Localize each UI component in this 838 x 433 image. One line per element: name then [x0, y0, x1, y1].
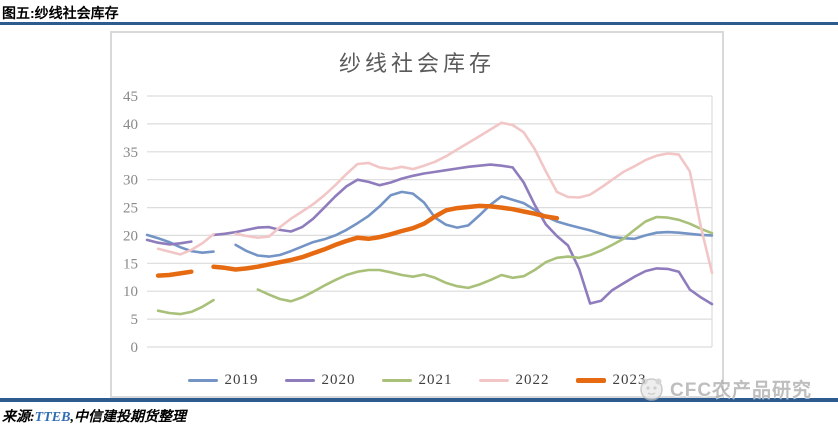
series-line-2022 [156, 121, 714, 275]
series-line-2020 [145, 163, 714, 306]
chart-title: 纱线社会库存 [338, 51, 495, 76]
legend-item-2023: 2023 [575, 372, 647, 389]
series-line-2019 [145, 190, 714, 258]
chart-legend: 2019 2020 2021 2022 2023 [112, 372, 722, 389]
y-tick-label: 0 [131, 340, 139, 356]
y-tick-label: 30 [123, 173, 138, 189]
legend-item-2022: 2022 [478, 372, 550, 389]
legend-line-sample [284, 379, 315, 382]
legend-label: 2020 [321, 372, 356, 388]
watermark-text: CFC农产品研究 [670, 380, 813, 401]
legend-label: 2019 [224, 372, 259, 388]
source-suffix: ,中信建投期货整理 [70, 410, 186, 425]
y-tick-label: 15 [123, 256, 138, 272]
legend-line-sample [381, 379, 412, 382]
series-line-2023 [155, 203, 560, 278]
legend-item-2021: 2021 [381, 372, 453, 389]
series-line-2021 [156, 215, 714, 316]
y-tick-label: 20 [123, 228, 138, 244]
y-tick-label: 40 [123, 117, 138, 133]
cfc-logo-icon [640, 378, 663, 401]
legend-item-2019: 2019 [187, 372, 259, 389]
source-line: 来源:TTEB,中信建投期货整理 [2, 406, 186, 426]
figure-label: 图五:纱线社会库存 [2, 5, 119, 21]
source-prefix: 来源: [2, 410, 35, 425]
y-tick-label: 45 [123, 89, 138, 105]
source-name: TTEB [34, 410, 71, 425]
legend-item-2020: 2020 [284, 372, 356, 389]
watermark: CFC农产品研究 [638, 375, 812, 402]
chart-container: 0 5 10 15 20 25 30 35 40 45 纱线社会库存 2019 2020 2021 20… [110, 31, 724, 398]
y-tick-label: 10 [123, 284, 138, 300]
legend-label: 2023 [612, 372, 647, 388]
legend-line-sample [478, 379, 509, 382]
bottom-divider [0, 398, 838, 402]
legend-line-sample [187, 379, 218, 382]
legend-line-sample [575, 378, 606, 383]
legend-label: 2022 [515, 372, 550, 388]
y-tick-label: 25 [123, 201, 138, 217]
top-divider [0, 22, 838, 25]
y-tick-label: 5 [131, 312, 139, 328]
y-tick-label: 35 [123, 145, 138, 161]
chart-svg: 0 5 10 15 20 25 30 35 40 45 [123, 89, 714, 356]
legend-label: 2021 [418, 372, 453, 388]
